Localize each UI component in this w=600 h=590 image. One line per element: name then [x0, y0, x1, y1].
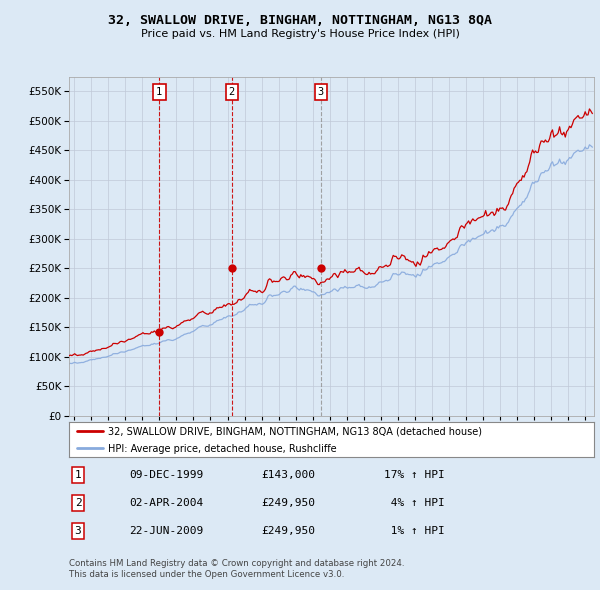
Text: Contains HM Land Registry data © Crown copyright and database right 2024.
This d: Contains HM Land Registry data © Crown c… — [69, 559, 404, 579]
Text: 1% ↑ HPI: 1% ↑ HPI — [384, 526, 445, 536]
Text: 17% ↑ HPI: 17% ↑ HPI — [384, 470, 445, 480]
Text: 3: 3 — [317, 87, 324, 97]
Text: Price paid vs. HM Land Registry's House Price Index (HPI): Price paid vs. HM Land Registry's House … — [140, 30, 460, 39]
Text: 1: 1 — [156, 87, 163, 97]
Text: £249,950: £249,950 — [261, 526, 315, 536]
Text: 02-APR-2004: 02-APR-2004 — [129, 498, 203, 507]
Text: £143,000: £143,000 — [261, 470, 315, 480]
Text: 2: 2 — [229, 87, 235, 97]
Text: 32, SWALLOW DRIVE, BINGHAM, NOTTINGHAM, NG13 8QA: 32, SWALLOW DRIVE, BINGHAM, NOTTINGHAM, … — [108, 14, 492, 27]
Text: 3: 3 — [74, 526, 82, 536]
Text: 2: 2 — [74, 498, 82, 507]
Text: 4% ↑ HPI: 4% ↑ HPI — [384, 498, 445, 507]
Text: 32, SWALLOW DRIVE, BINGHAM, NOTTINGHAM, NG13 8QA (detached house): 32, SWALLOW DRIVE, BINGHAM, NOTTINGHAM, … — [109, 427, 482, 437]
Text: 22-JUN-2009: 22-JUN-2009 — [129, 526, 203, 536]
Text: 09-DEC-1999: 09-DEC-1999 — [129, 470, 203, 480]
Text: £249,950: £249,950 — [261, 498, 315, 507]
Text: HPI: Average price, detached house, Rushcliffe: HPI: Average price, detached house, Rush… — [109, 444, 337, 454]
Text: 1: 1 — [74, 470, 82, 480]
